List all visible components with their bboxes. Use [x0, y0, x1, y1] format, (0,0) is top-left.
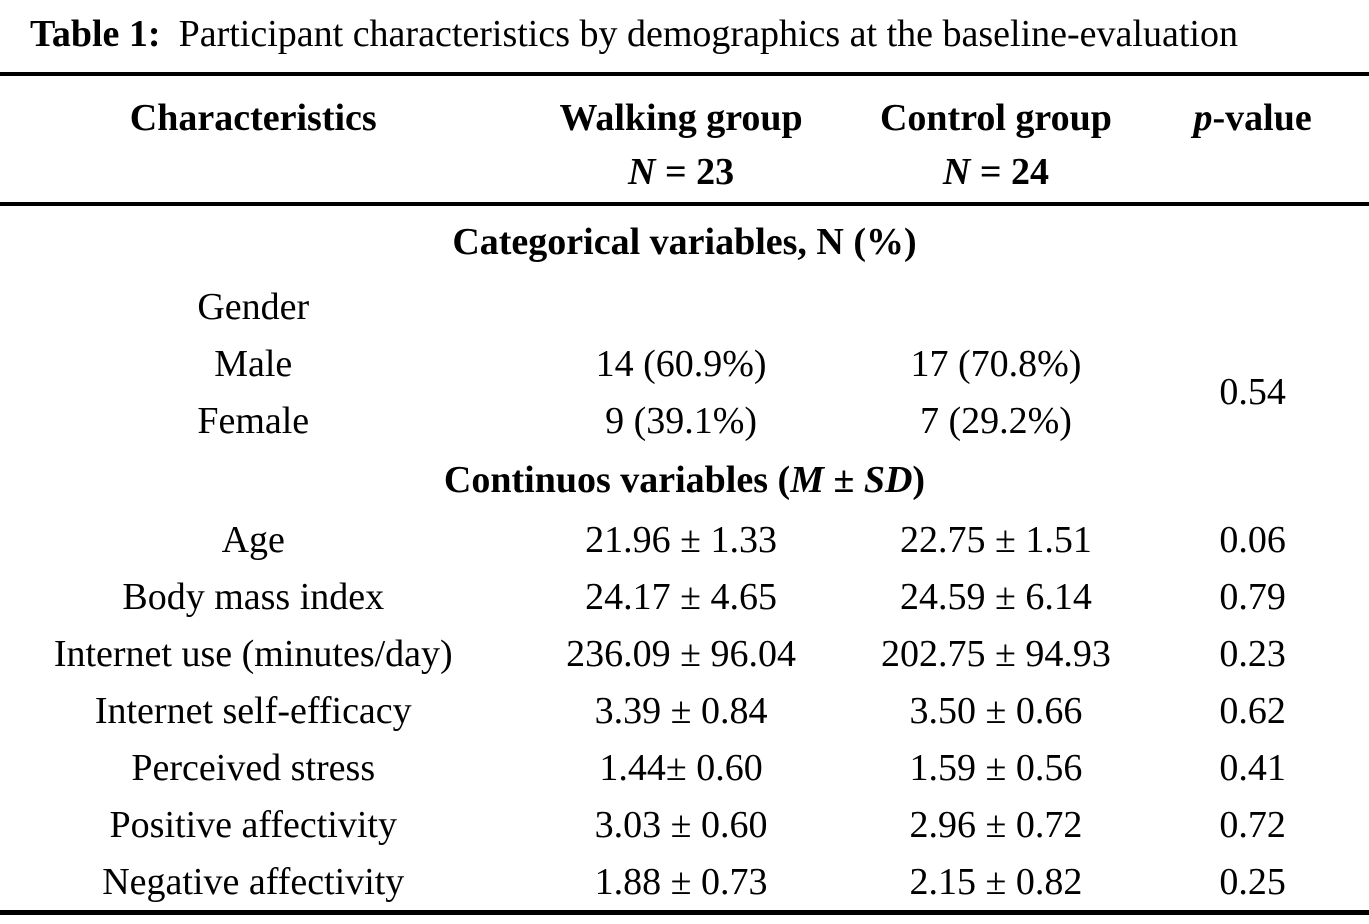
header-row-sample-sizes: N = 23 N = 24	[0, 142, 1369, 204]
row-label: Internet use (minutes/day)	[53, 632, 453, 675]
cell-control-value: 2.15 ± 0.82	[909, 860, 1083, 903]
plus-minus-symbol: ±	[823, 459, 864, 501]
table-row-age: Age 21.96 ± 1.33 22.75 ± 1.51 0.06	[0, 511, 1369, 568]
row-label: Gender	[197, 285, 310, 328]
empty-cell	[1136, 142, 1369, 204]
table-row-male: Male 14 (60.9%) 17 (70.8%) 0.54	[0, 335, 1369, 414]
row-label: Internet self-efficacy	[94, 689, 412, 732]
cell-p-value: 0.06	[1219, 518, 1286, 561]
empty-cell	[1136, 278, 1369, 335]
row-label: Male	[214, 342, 293, 385]
cell-p-value: 0.41	[1219, 746, 1286, 789]
row-label: Negative affectivity	[102, 860, 405, 903]
section-header-categorical: Categorical variables, N (%)	[0, 204, 1369, 278]
control-group-n: N = 24	[856, 142, 1137, 204]
walking-n-value: = 23	[655, 151, 735, 193]
section-title-categorical: Categorical variables, N (%)	[452, 221, 917, 263]
table-row-negative-affectivity: Negative affectivity 1.88 ± 0.73 2.15 ± …	[0, 853, 1369, 913]
mean-symbol: M	[790, 459, 824, 501]
control-n-symbol: N	[942, 151, 971, 193]
p-value-symbol: p	[1193, 97, 1213, 139]
table-row-perceived-stress: Perceived stress 1.44± 0.60 1.59 ± 0.56 …	[0, 739, 1369, 796]
cell-control-value: 1.59 ± 0.56	[909, 746, 1083, 789]
participant-characteristics-table: Characteristics Walking group Control gr…	[0, 72, 1369, 915]
table-caption-label: Table 1:	[30, 13, 161, 55]
cell-p-value: 0.79	[1219, 575, 1286, 618]
cell-walking-value: 1.88 ± 0.73	[594, 860, 768, 903]
section-title-text: Continuos variables (	[443, 459, 791, 501]
section-title-text: )	[912, 459, 926, 501]
table-row-body-mass-index: Body mass index 24.17 ± 4.65 24.59 ± 6.1…	[0, 568, 1369, 625]
col-header-p-value: p-value	[1136, 74, 1369, 142]
cell-walking-value: 14 (60.9%)	[595, 342, 767, 385]
section-title-continuous: Continuos variables (M ± SD)	[0, 449, 1369, 511]
walking-n-symbol: N	[628, 151, 656, 193]
row-label: Body mass index	[122, 575, 385, 618]
cell-walking-value: 3.03 ± 0.60	[594, 803, 768, 846]
table-row-positive-affectivity: Positive affectivity 3.03 ± 0.60 2.96 ± …	[0, 796, 1369, 853]
row-label: Female	[197, 399, 310, 442]
table-body: Categorical variables, N (%) Gender Male…	[0, 204, 1369, 913]
cell-control-value: 3.50 ± 0.66	[909, 689, 1083, 732]
col-header-characteristics: Characteristics	[129, 97, 377, 139]
cell-walking-value: 9 (39.1%)	[605, 399, 758, 442]
cell-control-value: 202.75 ± 94.93	[881, 632, 1111, 675]
header-row-labels: Characteristics Walking group Control gr…	[0, 74, 1369, 142]
table-row-internet-use: Internet use (minutes/day) 236.09 ± 96.0…	[0, 625, 1369, 682]
table-caption: Table 1: Participant characteristics by d…	[0, 8, 1369, 60]
table-caption-text: Participant characteristics by demograph…	[178, 13, 1238, 55]
section-header-continuous: Continuos variables (M ± SD)	[0, 449, 1369, 511]
empty-cell	[856, 278, 1137, 335]
cell-p-value-gender: 0.54	[1219, 371, 1286, 413]
table-header: Characteristics Walking group Control gr…	[0, 74, 1369, 204]
cell-p-value: 0.23	[1219, 632, 1286, 675]
col-header-control-group: Control group	[879, 97, 1112, 139]
row-label: Perceived stress	[131, 746, 376, 789]
cell-walking-value: 21.96 ± 1.33	[585, 518, 777, 561]
cell-p-value: 0.72	[1219, 803, 1286, 846]
walking-group-n: N = 23	[507, 142, 856, 204]
empty-cell	[0, 142, 507, 204]
sd-symbol: SD	[863, 459, 913, 501]
row-label: Age	[221, 518, 285, 561]
empty-cell	[507, 278, 856, 335]
cell-control-value: 2.96 ± 0.72	[909, 803, 1083, 846]
cell-p-value: 0.62	[1219, 689, 1286, 732]
cell-control-value: 22.75 ± 1.51	[900, 518, 1092, 561]
cell-walking-value: 1.44± 0.60	[599, 746, 763, 789]
cell-walking-value: 24.17 ± 4.65	[585, 575, 777, 618]
control-n-value: = 24	[970, 151, 1049, 193]
table-row-gender: Gender	[0, 278, 1369, 335]
cell-control-value: 7 (29.2%)	[919, 399, 1072, 442]
p-value-suffix: -value	[1212, 97, 1312, 139]
cell-control-value: 24.59 ± 6.14	[900, 575, 1092, 618]
table-row-internet-self-efficacy: Internet self-efficacy 3.39 ± 0.84 3.50 …	[0, 682, 1369, 739]
table-row-female: Female 9 (39.1%) 7 (29.2%)	[0, 392, 1369, 449]
cell-walking-value: 236.09 ± 96.04	[566, 632, 796, 675]
row-label: Positive affectivity	[109, 803, 397, 846]
cell-control-value: 17 (70.8%)	[910, 342, 1082, 385]
cell-walking-value: 3.39 ± 0.84	[594, 689, 768, 732]
cell-p-value: 0.25	[1219, 860, 1286, 903]
col-header-walking-group: Walking group	[559, 97, 803, 139]
